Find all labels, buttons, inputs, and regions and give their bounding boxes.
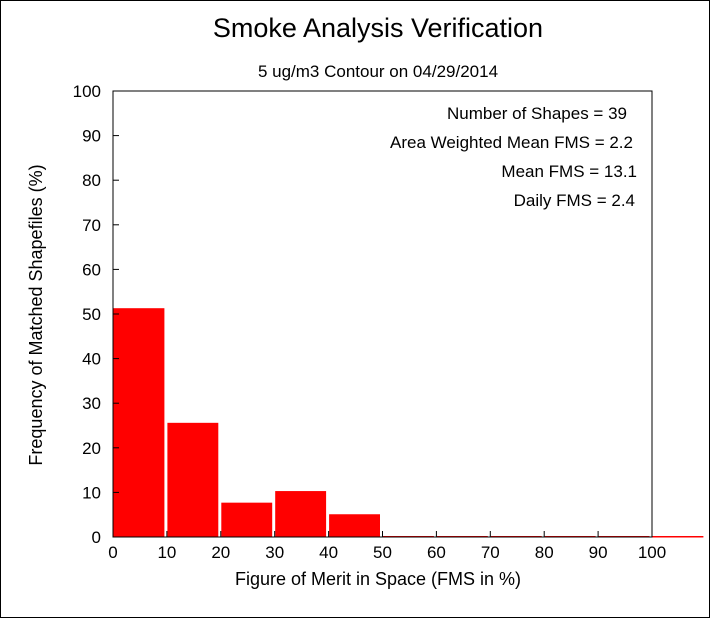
plot-area-border <box>112 90 653 538</box>
annotation-number-of-shapes: Number of Shapes = 39 <box>447 104 627 123</box>
bar-100-110 <box>652 536 704 538</box>
x-axis-label: Figure of Merit in Space (FMS in %) <box>235 569 521 589</box>
y-tick-label: 10 <box>82 483 101 502</box>
y-tick-label: 60 <box>82 260 101 279</box>
stats-annotations: Number of Shapes = 39 Area Weighted Mean… <box>390 104 637 210</box>
x-tick-label: 100 <box>638 543 666 562</box>
chart-title: Smoke Analysis Verification <box>213 13 543 43</box>
bar-20-30 <box>221 502 273 537</box>
x-tick-label: 20 <box>211 543 230 562</box>
bar-40-50 <box>329 514 380 537</box>
x-tick-label: 80 <box>535 543 554 562</box>
x-tick-label: 30 <box>265 543 284 562</box>
y-tick-label: 50 <box>82 305 101 324</box>
annotation-area-weighted-mean: Area Weighted Mean FMS = 2.2 <box>390 133 633 152</box>
x-tick-label: 0 <box>108 543 117 562</box>
y-axis-label: Frequency of Matched Shapefiles (%) <box>26 164 46 465</box>
x-tick-label: 60 <box>427 543 446 562</box>
y-tick-label: 90 <box>82 127 101 146</box>
bar-30-40 <box>275 491 327 537</box>
y-tick-label: 100 <box>73 82 101 101</box>
bar-10-20 <box>167 422 219 537</box>
y-tick-label: 40 <box>82 350 101 369</box>
x-tick-label: 10 <box>157 543 176 562</box>
x-tick-label: 40 <box>319 543 338 562</box>
y-tick-label: 30 <box>82 394 101 413</box>
ticks-group: 0 10 20 30 40 50 60 70 80 90 100 0 10 20 30 40 50 60 70 80 9… <box>73 82 667 562</box>
y-tick-label: 80 <box>82 171 101 190</box>
bars-group <box>113 308 704 538</box>
chart-subtitle: 5 ug/m3 Contour on 04/29/2014 <box>258 62 498 81</box>
y-tick-label: 20 <box>82 439 101 458</box>
annotation-daily-fms: Daily FMS = 2.4 <box>514 191 635 210</box>
annotation-mean-fms: Mean FMS = 13.1 <box>501 162 637 181</box>
y-tick-label: 0 <box>92 528 101 547</box>
x-tick-label: 90 <box>589 543 608 562</box>
y-tick-label: 70 <box>82 216 101 235</box>
bar-0-10 <box>113 308 165 537</box>
x-tick-label: 50 <box>373 543 392 562</box>
x-tick-label: 70 <box>481 543 500 562</box>
